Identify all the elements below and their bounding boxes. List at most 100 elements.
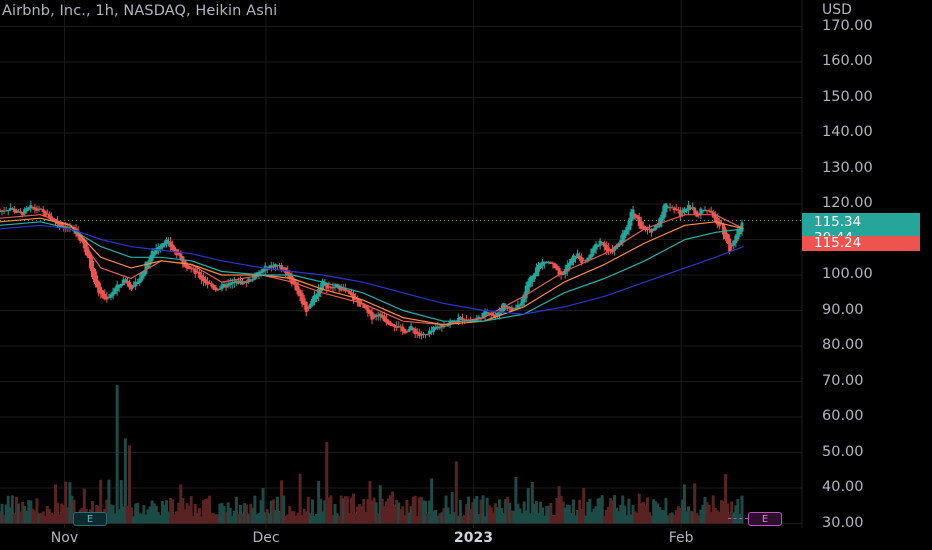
volume-bar — [251, 507, 255, 524]
candle-body — [713, 214, 717, 222]
volume-bar — [25, 510, 29, 524]
volume-bar — [310, 499, 314, 524]
volume-bar — [245, 504, 249, 524]
upcoming-earnings-marker[interactable]: E — [748, 512, 782, 526]
volume-bar — [682, 484, 686, 524]
candle-body — [417, 332, 421, 336]
volume-bar — [323, 500, 327, 524]
candle-body — [368, 309, 372, 314]
volume-bar — [206, 498, 210, 524]
candle-body — [249, 280, 253, 282]
volume-bar — [58, 514, 62, 524]
candle-body — [500, 309, 504, 314]
volume-bar — [146, 509, 150, 524]
candle-body — [428, 330, 432, 335]
candle-body — [16, 211, 20, 213]
volume-bar — [111, 505, 115, 524]
candle-body — [680, 211, 684, 214]
candle-body — [241, 281, 245, 285]
candle-body — [635, 215, 639, 219]
volume-bar — [41, 511, 45, 524]
candle-body — [238, 280, 242, 283]
volume-bar — [273, 510, 277, 524]
candle-body — [740, 222, 744, 232]
volume-bar — [241, 513, 245, 524]
volume-bar — [656, 503, 660, 524]
volume-bar — [561, 501, 565, 524]
candle-body — [623, 230, 627, 238]
volume-bar — [8, 507, 12, 524]
candle-body — [555, 265, 559, 271]
volume-bar — [697, 515, 701, 524]
candle-body — [537, 264, 541, 272]
volume-bar — [578, 499, 582, 524]
volume-bar — [259, 500, 263, 524]
volume-bar — [144, 514, 148, 524]
candle-body — [567, 262, 571, 269]
volume-bar — [37, 513, 41, 524]
candle-body — [592, 246, 596, 253]
volume-bar — [670, 512, 674, 524]
candle-body — [596, 244, 600, 247]
volume-bar — [148, 506, 152, 524]
candle-body — [195, 271, 199, 273]
candle-body — [598, 240, 602, 246]
volume-bar — [164, 500, 168, 524]
y-tick-label: 80.00 — [822, 337, 864, 353]
volume-bar — [631, 505, 635, 524]
candle-body — [676, 209, 680, 211]
candle-body — [364, 305, 368, 309]
volume-bar — [160, 500, 164, 524]
candle-body — [337, 285, 341, 289]
currency-label: USD — [822, 2, 852, 18]
candle-body — [382, 316, 386, 321]
candle-body — [259, 271, 263, 274]
candle-body — [658, 218, 662, 227]
volume-bar — [485, 497, 489, 524]
volume-bar — [611, 500, 615, 524]
candle-body — [415, 331, 419, 334]
volume-bar — [604, 509, 608, 524]
volume-bar — [691, 511, 695, 524]
volume-bar — [14, 496, 18, 524]
candle-body — [541, 261, 545, 266]
volume-bars — [0, 385, 744, 524]
volume-bar — [123, 438, 127, 524]
past-earnings-marker[interactable]: E — [73, 512, 107, 526]
volume-bar — [150, 500, 154, 524]
candle-body — [329, 286, 333, 288]
candle-body — [434, 326, 438, 330]
volume-bar — [590, 512, 594, 524]
volume-bar — [66, 507, 70, 524]
candle-body — [138, 278, 142, 283]
y-tick-label: 30.00 — [822, 514, 864, 531]
upcoming-earnings-connector — [728, 518, 748, 519]
prev-close-value: 115.24 — [814, 235, 862, 251]
volume-bar — [275, 496, 279, 524]
volume-bar — [426, 513, 430, 524]
volume-bar — [399, 509, 403, 524]
candle-body — [574, 256, 578, 259]
candle-body — [497, 311, 501, 315]
volume-bar — [584, 515, 588, 524]
volume-bar — [286, 514, 290, 524]
candle-body — [228, 282, 232, 286]
candle-body — [380, 314, 384, 318]
y-tick-label: 60.00 — [822, 408, 864, 424]
candle-body — [140, 272, 144, 281]
candle-body — [6, 210, 10, 212]
volume-bar — [471, 502, 475, 524]
volume-bar — [360, 506, 364, 524]
candle-body — [341, 288, 345, 290]
volume-bar — [356, 506, 360, 524]
candle-body — [438, 327, 442, 329]
volume-bar — [680, 499, 684, 524]
volume-bar — [294, 515, 298, 524]
volume-bar — [469, 509, 473, 524]
volume-bar — [296, 512, 300, 524]
volume-bar — [571, 499, 575, 524]
volume-bar — [341, 498, 345, 524]
candle-body — [378, 313, 382, 317]
candle-body — [134, 281, 138, 287]
